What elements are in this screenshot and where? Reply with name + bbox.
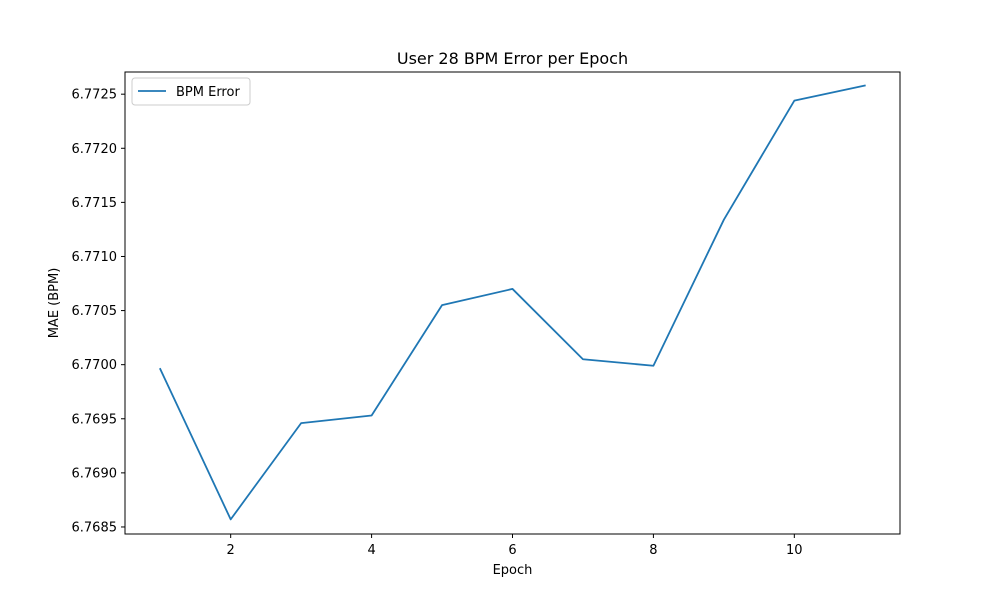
legend-label: BPM Error (176, 85, 240, 100)
y-axis-ticks: 6.7685 6.7690 6.7695 6.7700 6.7705 6.7710 6.77… (72, 88, 125, 535)
x-tick-label: 6 (508, 543, 516, 558)
series-layer (159, 84, 866, 521)
x-tick-label: 4 (367, 543, 375, 558)
y-tick-label: 6.7715 (72, 196, 118, 211)
x-tick-label: 10 (786, 543, 803, 558)
legend: BPM Error (131, 77, 251, 106)
y-tick-label: 6.7720 (72, 142, 118, 157)
y-tick-label: 6.7685 (72, 520, 118, 535)
y-tick-label: 6.7705 (72, 304, 118, 319)
y-tick-label: 6.7700 (72, 358, 118, 373)
x-tick-label: 2 (227, 543, 235, 558)
y-tick-label: 6.7725 (72, 88, 118, 103)
plot-area-frame (124, 71, 901, 535)
x-tick-label: 8 (649, 543, 657, 558)
x-axis-ticks: 2 4 6 8 10 (227, 534, 803, 558)
series-line (159, 84, 866, 521)
chart-title: User 28 BPM Error per Epoch (397, 49, 628, 68)
y-tick-label: 6.7695 (72, 412, 118, 427)
legend-box (131, 77, 251, 106)
x-axis-label: Epoch (493, 563, 533, 578)
y-axis-label: MAE (BPM) (47, 268, 62, 339)
y-tick-label: 6.7710 (72, 250, 118, 265)
y-tick-label: 6.7690 (72, 466, 118, 481)
